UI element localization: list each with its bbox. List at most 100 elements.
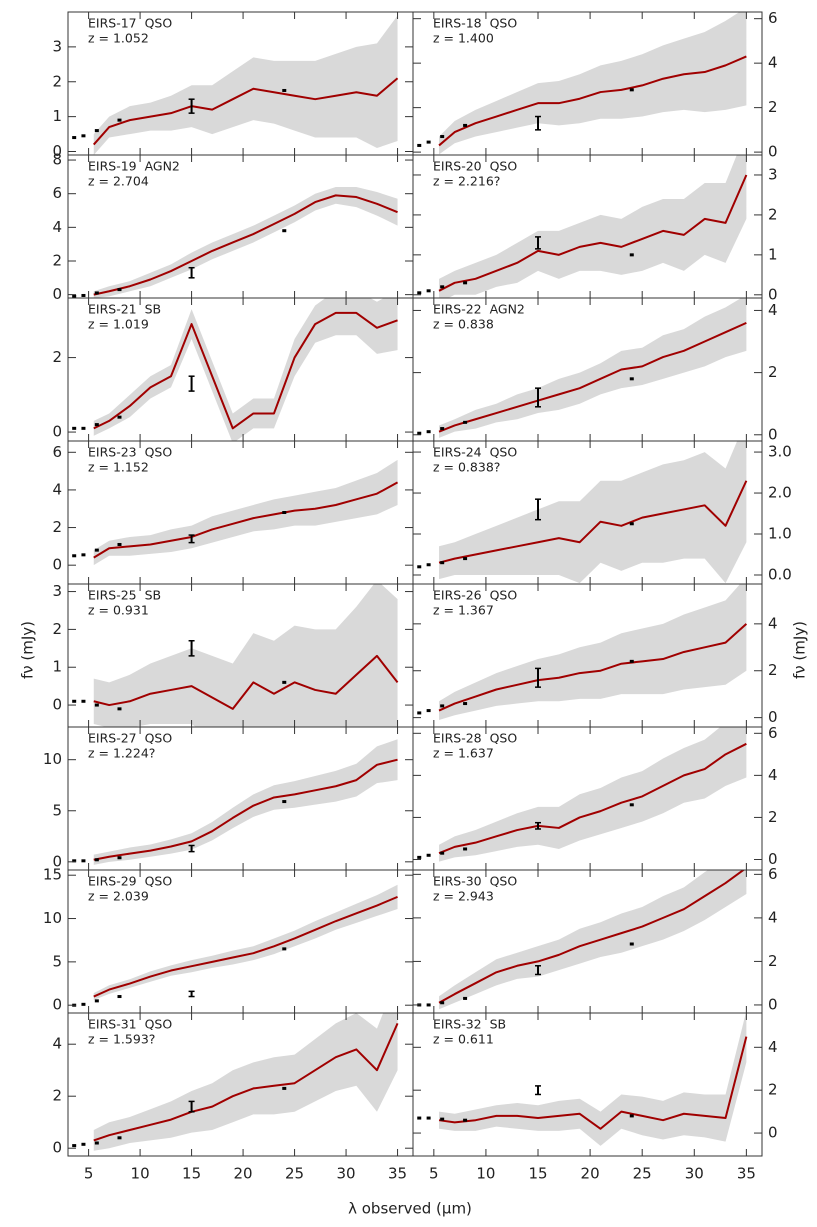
- photometry-dash: [72, 1144, 77, 1148]
- photometry-point: [535, 387, 542, 408]
- y-tick-label: 4: [52, 218, 62, 236]
- panel-name: EIRS-24 QSO: [433, 445, 517, 460]
- photometry-point: [426, 1116, 431, 1120]
- photometry-dash: [440, 1001, 445, 1005]
- panel-name: EIRS-19 AGN2: [88, 159, 180, 174]
- photometry-point: [417, 855, 422, 859]
- panel-name: EIRS-21 SB: [88, 302, 161, 317]
- photometry-point: [629, 253, 634, 257]
- y-tick-label: 2: [52, 348, 62, 366]
- y-tick-label: 2: [768, 98, 778, 116]
- panel-redshift: z = 1.052: [88, 31, 149, 46]
- photometry-point: [94, 423, 99, 427]
- y-tick-label: 4: [52, 1035, 62, 1053]
- photometry-dash: [463, 702, 468, 706]
- panel-name: EIRS-23 QSO: [88, 445, 172, 460]
- photometry-dash: [94, 129, 99, 133]
- photometry-point: [535, 236, 542, 250]
- panel-plot: [417, 12, 747, 155]
- photometry-point: [94, 999, 99, 1003]
- photometry-point: [463, 420, 468, 424]
- y-tick-label: 6: [768, 724, 778, 742]
- panel-redshift: z = 1.152: [88, 460, 149, 475]
- photometry-point: [94, 548, 99, 552]
- photometry-dash: [463, 281, 468, 285]
- panel-name: EIRS-25 SB: [88, 588, 161, 603]
- uncertainty-band: [439, 12, 747, 155]
- panel-plot: [72, 884, 398, 1007]
- photometry-dash: [282, 229, 287, 233]
- y-tick-label: 2: [768, 205, 778, 223]
- y-tick-label: 5: [52, 952, 62, 970]
- photometry-dash: [282, 1086, 287, 1090]
- photometry-point: [188, 1100, 195, 1113]
- y-tick-label: 6: [768, 865, 778, 883]
- photometry-dash: [629, 88, 634, 92]
- photometry-point: [117, 542, 122, 546]
- y-tick-label: 3.0: [768, 443, 792, 461]
- photometry-dash: [117, 1136, 122, 1140]
- photometry-dash: [417, 431, 422, 435]
- x-tick-label: 20: [234, 1165, 253, 1183]
- spectrum-line: [93, 758, 398, 861]
- panel-redshift: z = 1.400: [433, 31, 494, 46]
- y-tick-label: 1: [52, 658, 62, 676]
- photometry-dash: [81, 699, 86, 703]
- photometry-point: [81, 134, 86, 138]
- photometry-point: [188, 266, 195, 279]
- photometry-dash: [81, 859, 86, 863]
- y-tick-label: 0.0: [768, 565, 792, 583]
- photometry-point: [117, 288, 122, 292]
- y-tick-label: 6: [52, 184, 62, 202]
- photometry-dash: [629, 253, 634, 257]
- photometry-point: [629, 522, 634, 526]
- panel-name: EIRS-27 QSO: [88, 731, 172, 746]
- photometry-point: [81, 293, 86, 297]
- photometry-point: [188, 844, 195, 853]
- y-tick-label: 0: [768, 1124, 778, 1142]
- photometry-dash: [117, 707, 122, 711]
- y-tick-label: 0: [52, 423, 62, 441]
- panel-redshift: z = 2.943: [433, 889, 494, 904]
- photometry-dash: [72, 699, 77, 703]
- y-tick-label: 3: [52, 37, 62, 55]
- panel-name: EIRS-22 AGN2: [433, 302, 525, 317]
- panel-plot: [417, 727, 747, 862]
- photometry-dash: [417, 291, 422, 295]
- photometry-dash: [463, 996, 468, 1000]
- y-tick-label: 2: [768, 952, 778, 970]
- photometry-point: [282, 1086, 287, 1090]
- panel-name: EIRS-32 SB: [433, 1017, 506, 1032]
- photometry-dash: [426, 563, 431, 567]
- photometry-point: [282, 88, 287, 92]
- spectrum-line: [438, 174, 748, 292]
- uncertainty-band: [439, 1013, 747, 1146]
- y-tick-label: 2: [768, 661, 778, 679]
- panel-name: EIRS-28 QSO: [433, 731, 517, 746]
- photometry-point: [426, 853, 431, 857]
- photometry-dash: [94, 1141, 99, 1145]
- photometry-dash: [72, 294, 77, 298]
- photometry-point: [72, 426, 77, 430]
- photometry-point: [535, 115, 542, 131]
- photometry-dash: [72, 859, 77, 863]
- photometry-dash: [426, 709, 431, 713]
- uncertainty-band: [93, 739, 398, 865]
- photometry-dash: [463, 1118, 468, 1122]
- uncertainty-band: [439, 155, 747, 298]
- spectrum-line: [93, 481, 399, 559]
- photometry-point: [117, 707, 122, 711]
- photometry-dash: [72, 136, 77, 140]
- photometry-point: [81, 699, 86, 703]
- photometry-dash: [117, 288, 122, 292]
- y-tick-label: 1: [52, 107, 62, 125]
- photometry-dash: [463, 123, 468, 127]
- y-tick-label: 3: [768, 165, 778, 183]
- x-tick-label: 20: [581, 1165, 600, 1183]
- photometry-point: [535, 821, 542, 830]
- photometry-dash: [282, 800, 287, 804]
- photometry-point: [463, 996, 468, 1000]
- uncertainty-band: [439, 441, 747, 584]
- photometry-point: [94, 291, 99, 295]
